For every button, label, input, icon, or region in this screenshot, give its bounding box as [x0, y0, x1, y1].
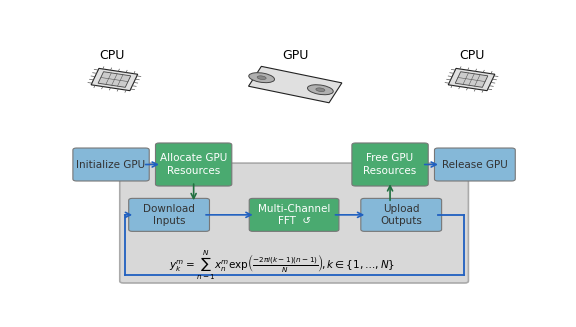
Text: CPU: CPU — [100, 49, 125, 62]
Text: Download
Inputs: Download Inputs — [143, 204, 195, 226]
Text: Upload
Outputs: Upload Outputs — [380, 204, 422, 226]
FancyBboxPatch shape — [249, 198, 339, 232]
FancyBboxPatch shape — [156, 143, 232, 186]
Text: GPU: GPU — [282, 49, 308, 62]
Polygon shape — [448, 68, 495, 91]
FancyBboxPatch shape — [352, 143, 428, 186]
Text: Allocate GPU
Resources: Allocate GPU Resources — [160, 153, 228, 176]
FancyBboxPatch shape — [128, 198, 210, 232]
Polygon shape — [455, 72, 488, 87]
Polygon shape — [98, 72, 131, 87]
Text: Initialize GPU: Initialize GPU — [77, 160, 146, 169]
Ellipse shape — [249, 73, 275, 83]
Ellipse shape — [316, 88, 325, 92]
Polygon shape — [91, 68, 138, 91]
FancyBboxPatch shape — [434, 148, 516, 181]
Text: Release GPU: Release GPU — [442, 160, 508, 169]
Text: Free GPU
Resources: Free GPU Resources — [363, 153, 416, 176]
Text: CPU: CPU — [459, 49, 484, 62]
Ellipse shape — [308, 85, 334, 95]
FancyBboxPatch shape — [73, 148, 149, 181]
Ellipse shape — [257, 76, 266, 79]
Text: $y_k^m = \sum_{n-1}^{N} x_n^m \exp\!\left(\frac{-2\pi i(k-1)(n-1)}{N}\right)\!,k: $y_k^m = \sum_{n-1}^{N} x_n^m \exp\!\lef… — [169, 249, 395, 283]
Text: Multi-Channel
FFT  ↺: Multi-Channel FFT ↺ — [258, 204, 330, 226]
FancyBboxPatch shape — [361, 198, 442, 232]
Polygon shape — [248, 66, 342, 103]
FancyBboxPatch shape — [120, 163, 468, 283]
